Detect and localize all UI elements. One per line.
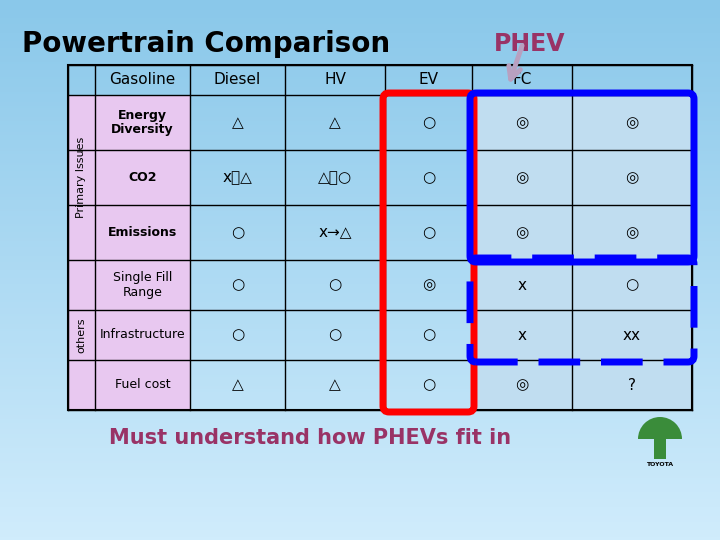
Bar: [68, 310, 95, 360]
Text: △～○: △～○: [318, 170, 352, 185]
Text: others: others: [76, 317, 86, 353]
Text: ○: ○: [422, 115, 435, 130]
Text: Must understand how PHEVs fit in: Must understand how PHEVs fit in: [109, 428, 511, 448]
Bar: [572, 205, 692, 260]
Text: ◎: ◎: [516, 225, 528, 240]
Text: Emissions: Emissions: [108, 226, 177, 239]
Wedge shape: [638, 417, 682, 439]
Text: △: △: [329, 377, 341, 393]
Text: ○: ○: [626, 278, 639, 293]
Text: CO2: CO2: [128, 171, 157, 184]
Text: ◎: ◎: [626, 115, 639, 130]
Text: EV: EV: [418, 72, 438, 87]
Text: ◎: ◎: [516, 115, 528, 130]
Text: ○: ○: [231, 278, 244, 293]
Text: x～△: x～△: [222, 170, 253, 185]
Text: ○: ○: [422, 225, 435, 240]
Bar: [68, 360, 95, 410]
Bar: [472, 205, 572, 260]
Bar: [572, 310, 692, 360]
Bar: [572, 360, 692, 410]
Bar: [68, 65, 692, 410]
Text: Diesel: Diesel: [214, 72, 261, 87]
Bar: [95, 260, 190, 310]
Text: ◎: ◎: [626, 225, 639, 240]
Bar: [68, 260, 95, 310]
Text: FC: FC: [513, 72, 531, 87]
Text: x: x: [518, 278, 526, 293]
Text: △: △: [232, 115, 243, 130]
Bar: [472, 260, 572, 310]
Text: ○: ○: [231, 327, 244, 342]
Bar: [95, 310, 190, 360]
Text: Gasoline: Gasoline: [109, 72, 176, 87]
Text: ?: ?: [628, 377, 636, 393]
Text: ◎: ◎: [422, 278, 435, 293]
Text: HV: HV: [324, 72, 346, 87]
Text: Infrastructure: Infrastructure: [99, 328, 185, 341]
Text: ○: ○: [422, 327, 435, 342]
Text: Fuel cost: Fuel cost: [114, 379, 171, 392]
Text: ○: ○: [422, 377, 435, 393]
Text: Single Fill
Range: Single Fill Range: [113, 271, 172, 299]
Text: Energy
Diversity: Energy Diversity: [111, 109, 174, 137]
Text: x: x: [518, 327, 526, 342]
Text: Powertrain Comparison: Powertrain Comparison: [22, 30, 390, 58]
Bar: [472, 150, 572, 205]
Text: ◎: ◎: [516, 377, 528, 393]
Bar: [472, 310, 572, 360]
Bar: [472, 95, 572, 150]
Text: △: △: [232, 377, 243, 393]
Bar: [95, 95, 190, 150]
Bar: [572, 95, 692, 150]
Text: Primary Issues: Primary Issues: [76, 137, 86, 218]
Text: ○: ○: [231, 225, 244, 240]
Text: ○: ○: [328, 278, 341, 293]
Text: ○: ○: [422, 170, 435, 185]
Text: xx: xx: [623, 327, 641, 342]
Bar: [472, 360, 572, 410]
Text: x→△: x→△: [318, 225, 352, 240]
Text: TOYOTA: TOYOTA: [647, 462, 674, 468]
Bar: [68, 150, 95, 205]
Text: △: △: [329, 115, 341, 130]
Bar: [68, 95, 95, 150]
Text: ◎: ◎: [516, 170, 528, 185]
Bar: [654, 439, 666, 459]
Bar: [68, 205, 95, 260]
Bar: [95, 150, 190, 205]
Text: ◎: ◎: [626, 170, 639, 185]
Bar: [95, 205, 190, 260]
Bar: [572, 150, 692, 205]
Bar: [95, 360, 190, 410]
Text: ○: ○: [328, 327, 341, 342]
Bar: [572, 260, 692, 310]
Text: PHEV: PHEV: [494, 32, 566, 56]
